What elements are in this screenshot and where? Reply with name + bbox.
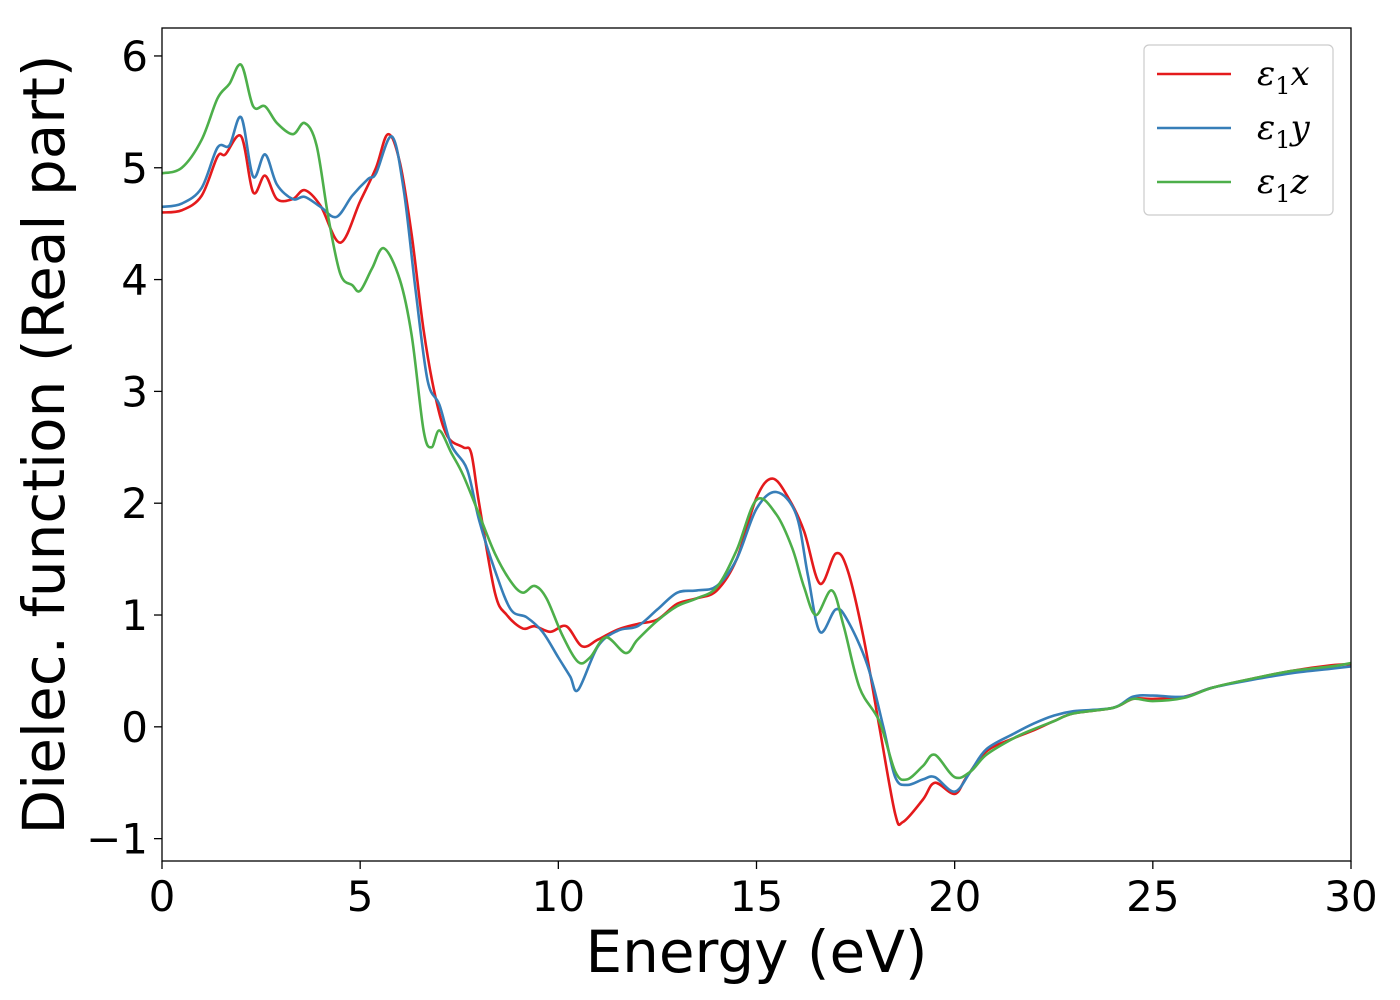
y-tick-label: 6 [121,32,148,81]
legend-component: y [1289,108,1311,148]
y-axis: −1 0 1 2 3 4 5 6 [86,32,162,864]
legend-component: x [1291,54,1310,94]
legend-label-e1y: ε1y [1257,108,1311,154]
x-tick-label: 0 [149,872,176,921]
y-tick-label: 3 [121,367,148,416]
x-axis-title: Energy (eV) [585,918,927,986]
legend-component: z [1290,162,1310,202]
x-axis: 0 5 10 15 20 25 30 [149,861,1378,921]
series-layer [162,63,1351,827]
y-axis-title: Dielec. function (Real part) [10,54,78,834]
legend-subscript: 1 [1275,180,1290,208]
x-tick-label: 30 [1324,872,1377,921]
y-tick-label: 0 [121,703,148,752]
legend-box [1143,44,1334,216]
x-tick-label: 20 [928,872,981,921]
legend-subscript: 1 [1275,72,1290,100]
y-tick-label: 4 [121,256,148,305]
legend-label-e1x: ε1x [1257,54,1310,100]
legend-label-e1z: ε1z [1257,162,1310,208]
x-tick-label: 10 [532,872,585,921]
legend-subscript: 1 [1275,126,1290,154]
legend-symbol: ε [1257,162,1275,202]
series-line-e1z [162,63,1351,782]
y-tick-label: −1 [86,815,148,864]
x-tick-label: 15 [730,872,783,921]
legend-symbol: ε [1257,108,1275,148]
y-tick-label: 1 [121,591,148,640]
series-line-e1x [162,132,1351,827]
legend-symbol: ε [1257,54,1275,94]
series-line-e1y [162,115,1351,793]
x-tick-label: 5 [347,872,374,921]
y-tick-label: 2 [121,479,148,528]
x-tick-label: 25 [1126,872,1179,921]
y-tick-label: 5 [121,144,148,193]
